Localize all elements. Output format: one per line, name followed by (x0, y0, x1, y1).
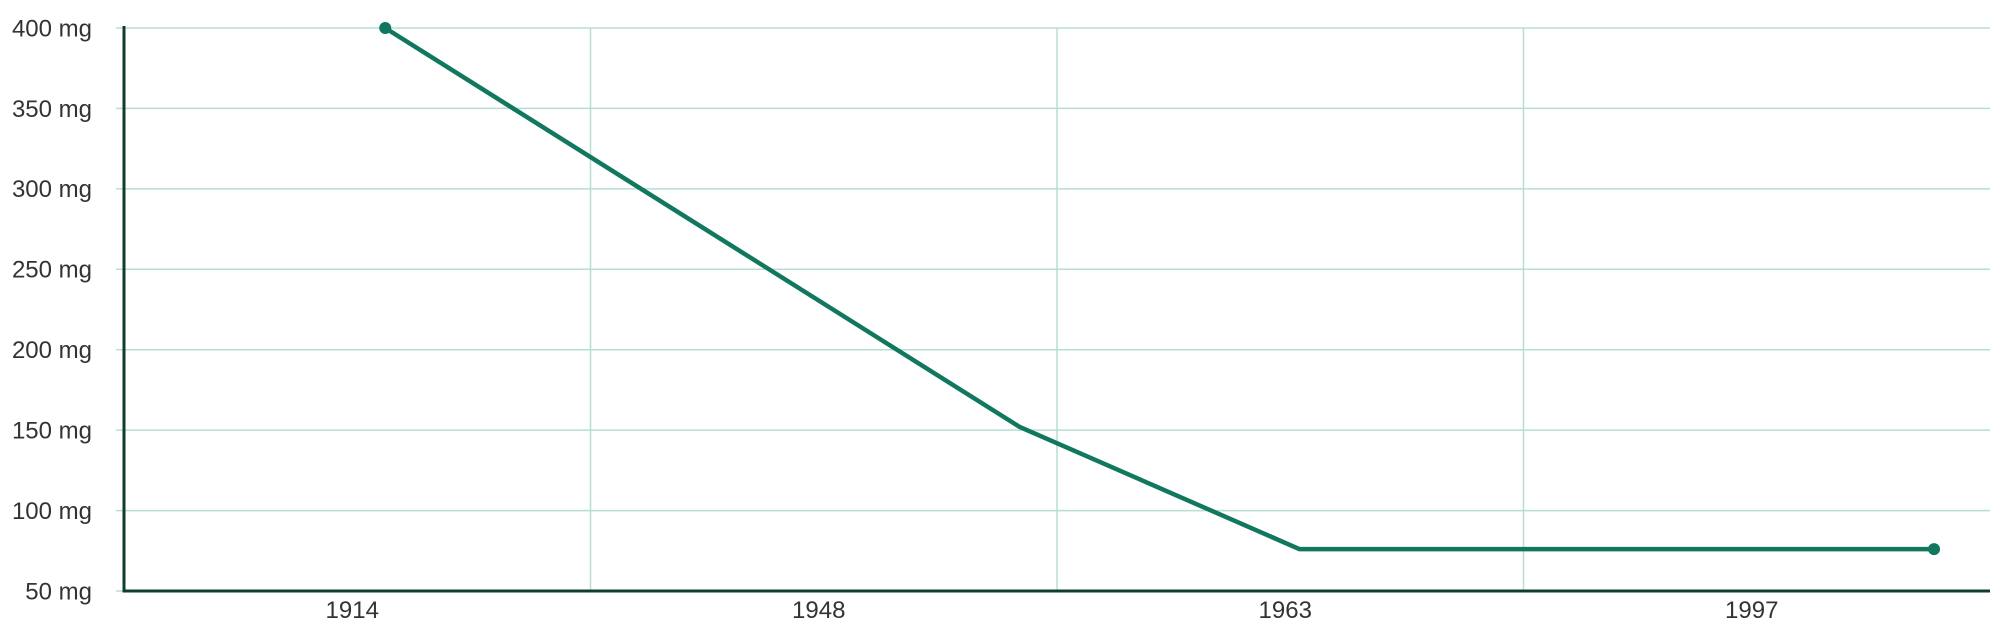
x-tick-label: 1914 (326, 597, 379, 624)
series-line (382, 25, 1937, 552)
x-tick-label: 1997 (1725, 597, 1778, 624)
y-tick-label: 150 mg (12, 417, 92, 444)
y-tick-label: 50 mg (25, 578, 92, 605)
label-layer: 50 mg 100 mg 150 mg 200 mg 250 mg 300 mg 350 m… (12, 15, 1779, 624)
y-tick-label: 400 mg (12, 15, 92, 42)
y-tick-label: 300 mg (12, 176, 92, 203)
x-tick-label: 1948 (792, 597, 845, 624)
grid-layer (116, 27, 1990, 592)
axis-layer (122, 26, 1990, 593)
x-tick-label: 1963 (1259, 597, 1312, 624)
y-tick-label: 350 mg (12, 96, 92, 123)
y-tick-label: 250 mg (12, 257, 92, 284)
data-point (1928, 543, 1941, 556)
series-layer (379, 22, 1941, 556)
y-tick-label: 200 mg (12, 337, 92, 364)
data-point (379, 22, 392, 34)
y-tick-label: 100 mg (12, 498, 92, 525)
